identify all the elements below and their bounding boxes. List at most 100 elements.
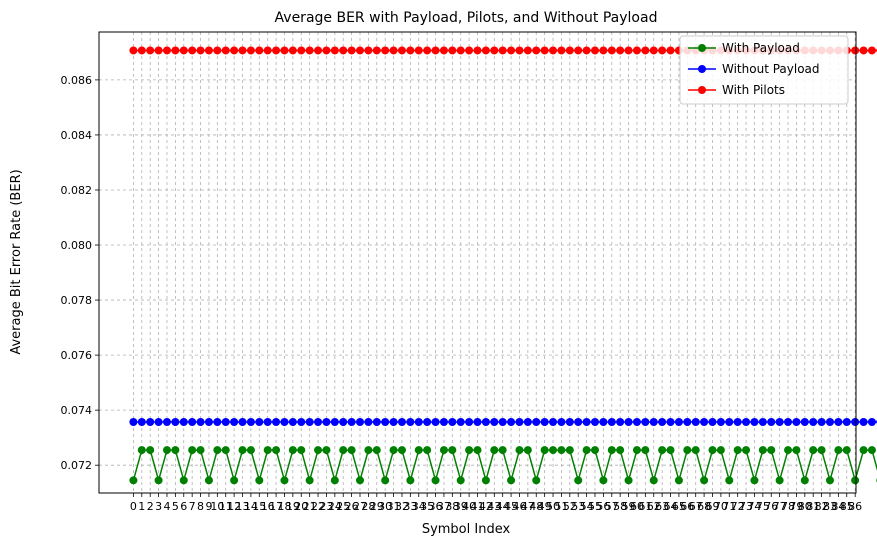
data-point [456,417,465,426]
data-point [616,446,625,455]
data-point [238,46,247,55]
chart-title: Average BER with Payload, Pilots, and Wi… [275,10,658,26]
data-point [154,476,163,485]
data-point [330,46,339,55]
x-tick-label: 35 [420,500,434,513]
data-point [230,46,239,55]
data-point [389,46,398,55]
data-point [867,417,876,426]
x-tick-label: 34 [412,500,426,513]
data-point [658,46,667,55]
data-point [465,446,474,455]
data-point [867,446,876,455]
x-tick-label: 28 [361,500,375,513]
data-point [507,476,516,485]
data-point [490,417,499,426]
x-tick-label: 24 [328,500,342,513]
data-point [255,417,264,426]
data-point [263,417,272,426]
x-axis-label: Symbol Index [422,522,511,537]
data-point [272,417,281,426]
data-point [758,446,767,455]
data-point [490,46,499,55]
data-point [599,476,608,485]
data-point [599,46,608,55]
data-point [624,476,633,485]
data-point [607,417,616,426]
x-tick-label: 12 [227,500,241,513]
x-tick-label: 1 [138,500,145,513]
data-point [515,46,524,55]
data-point [851,476,860,485]
data-point [381,46,390,55]
data-point [381,417,390,426]
data-point [230,417,239,426]
data-point [280,476,289,485]
data-point [481,417,490,426]
data-point [557,46,566,55]
data-point [221,446,230,455]
data-point [171,417,180,426]
x-tick-label: 77 [773,500,787,513]
x-tick-label: 0 [130,500,137,513]
data-point [582,446,591,455]
data-point [221,46,230,55]
data-point [179,46,188,55]
x-tick-label: 38 [445,500,459,513]
x-tick-label: 49 [538,500,552,513]
x-tick-label: 57 [605,500,619,513]
data-point [574,46,583,55]
x-tick-label: 54 [580,500,594,513]
data-point [204,46,213,55]
data-point [574,417,583,426]
data-point [246,446,255,455]
data-point [834,446,843,455]
data-point [263,446,272,455]
data-point [221,417,230,426]
x-tick-label: 4 [163,500,170,513]
data-point [330,417,339,426]
data-point [171,46,180,55]
y-tick-label: 0.074 [61,404,93,417]
data-point [632,417,641,426]
data-point [314,46,323,55]
x-tick-label: 50 [546,500,560,513]
data-point [607,446,616,455]
x-tick-label: 8 [197,500,204,513]
x-tick-label: 44 [496,500,510,513]
data-point [565,417,574,426]
data-point [842,446,851,455]
data-point [213,46,222,55]
data-point [297,446,306,455]
data-point [255,46,264,55]
data-point [448,46,457,55]
x-tick-label: 74 [747,500,761,513]
x-tick-label: 67 [689,500,703,513]
data-point [347,46,356,55]
data-point [641,46,650,55]
x-tick-label: 25 [336,500,350,513]
data-point [817,417,826,426]
data-point [481,46,490,55]
data-point [574,476,583,485]
data-point [641,417,650,426]
data-point [179,476,188,485]
legend-label: Without Payload [722,62,820,76]
x-tick-label: 58 [613,500,627,513]
x-axis-ticks: 0 1 2 3 4 5 6 7 8 9101112131415161718192021222324… [130,493,862,513]
data-point [439,417,448,426]
x-tick-label: 29 [370,500,384,513]
data-point [700,476,709,485]
data-point [414,446,423,455]
x-tick-label: 43 [487,500,501,513]
x-tick-label: 7 [189,500,196,513]
x-tick-label: 15 [252,500,266,513]
x-tick-label: 47 [521,500,535,513]
x-tick-label: 3 [155,500,162,513]
x-tick-label: 20 [294,500,308,513]
data-point [515,446,524,455]
y-tick-label: 0.082 [61,184,93,197]
data-point [674,476,683,485]
data-point [146,417,155,426]
